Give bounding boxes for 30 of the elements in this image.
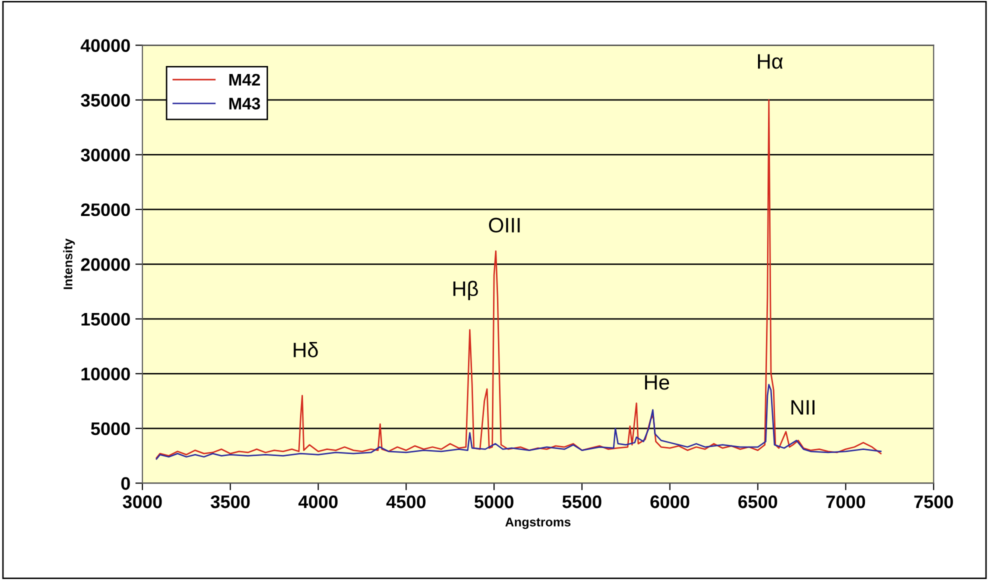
legend-label: M43 — [229, 98, 260, 110]
x-tick-label: 5500 — [562, 495, 602, 508]
line-series — [156, 99, 882, 459]
annotation: Hβ — [453, 280, 478, 300]
y-tick-label: 15000 — [82, 312, 130, 326]
y-tick-label: 5000 — [91, 422, 130, 436]
y-tick-label: 35000 — [80, 94, 130, 107]
x-tick-label: 4500 — [386, 495, 426, 508]
x-tick-label: 4000 — [298, 495, 338, 508]
y-tick-label: 10000 — [82, 368, 130, 380]
y-axis-title: Intensity — [63, 238, 75, 290]
x-tick-label: 5000 — [474, 495, 514, 508]
x-tick-label: 6000 — [650, 495, 690, 508]
annotation: He — [645, 375, 670, 390]
legend-label: M42 — [229, 74, 260, 86]
x-tick-label: 6500 — [738, 495, 778, 508]
x-axis-title: Angstroms — [505, 518, 570, 529]
annotation: NII — [791, 400, 814, 415]
annotation: Hα — [758, 54, 783, 69]
y-tick-label: 40000 — [80, 39, 130, 52]
y-tick-label: 0 — [121, 477, 130, 490]
y-tick-label: 25000 — [81, 203, 130, 216]
x-tick-label: 7500 — [914, 495, 953, 508]
y-tick-label: 30000 — [80, 148, 130, 162]
x-tick-label: 7000 — [826, 495, 866, 508]
y-tick-label: 20000 — [81, 258, 130, 271]
x-tick-label: 3000 — [122, 495, 162, 508]
annotation: Hδ — [294, 342, 318, 358]
x-tick-label: 3500 — [210, 495, 250, 508]
annotation: OIII — [488, 218, 520, 233]
